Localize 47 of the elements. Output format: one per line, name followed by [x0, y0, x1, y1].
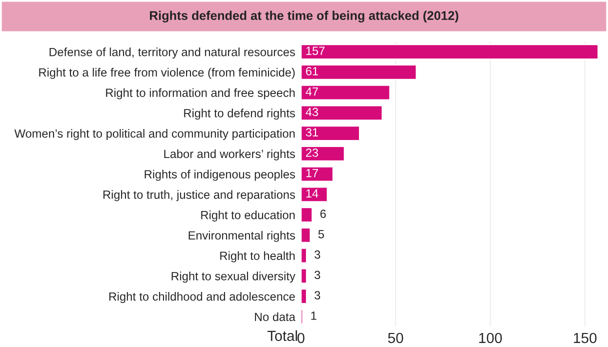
bar: [300, 206, 314, 223]
x-tick-label: 100: [479, 332, 502, 344]
x-tick-label: 50: [388, 332, 404, 344]
data-label: 14: [306, 189, 318, 198]
y-tick-label: Defense of land, territory and natural resources: [50, 48, 295, 59]
x-tick-label: 0: [297, 332, 304, 344]
data-label: 6: [320, 210, 326, 218]
y-tick-label: Right to a life free from violence (from feminicide): [39, 68, 295, 79]
data-label: 23: [306, 148, 318, 157]
bar: [300, 227, 312, 244]
data-label: 17: [306, 169, 318, 178]
bar: [300, 125, 360, 142]
y-tick-label: Right to information and free speech: [106, 88, 295, 100]
bar: [300, 288, 308, 304]
y-tick-label: Labor and workers’ rights: [164, 149, 295, 160]
bar: [300, 146, 346, 162]
y-tick-label: Right to childhood and adolescence: [109, 292, 295, 304]
bar: [300, 166, 334, 182]
data-label: 5: [318, 230, 324, 238]
y-tick-label: Rights of indigenous peoples: [144, 170, 295, 181]
bar: [300, 44, 599, 60]
bar: [300, 84, 391, 101]
data-label: 3: [314, 291, 320, 300]
data-label: 3: [314, 250, 320, 259]
data-label: 61: [306, 67, 318, 76]
chart-title: Rights defended at the time of being attacked (2012): [150, 10, 458, 23]
bar: [300, 268, 308, 284]
y-tick-label: Right to truth, justice and reparations: [103, 190, 295, 202]
y-tick-label: Right to education: [201, 210, 295, 222]
y-tick-label: Women’s right to political and community participation: [14, 129, 295, 140]
bar: [300, 104, 384, 121]
bar: [300, 186, 328, 202]
bar: [300, 248, 308, 264]
y-tick-label: Right to health: [220, 251, 295, 262]
x-axis-title: Total: [268, 330, 297, 342]
y-tick-label: No data: [255, 312, 296, 322]
data-label: 157: [306, 46, 325, 55]
data-label: 1: [311, 312, 316, 320]
y-tick-label: Environmental rights: [188, 230, 295, 242]
data-label: 3: [314, 270, 320, 280]
y-tick-label: Right to sexual diversity: [172, 272, 296, 283]
data-label: 43: [306, 108, 318, 116]
x-tick-label: 150: [574, 332, 597, 344]
bar: [300, 64, 418, 80]
data-label: 47: [306, 88, 318, 96]
y-tick-label: Right to defend rights: [184, 108, 295, 120]
data-label: 31: [306, 128, 318, 136]
